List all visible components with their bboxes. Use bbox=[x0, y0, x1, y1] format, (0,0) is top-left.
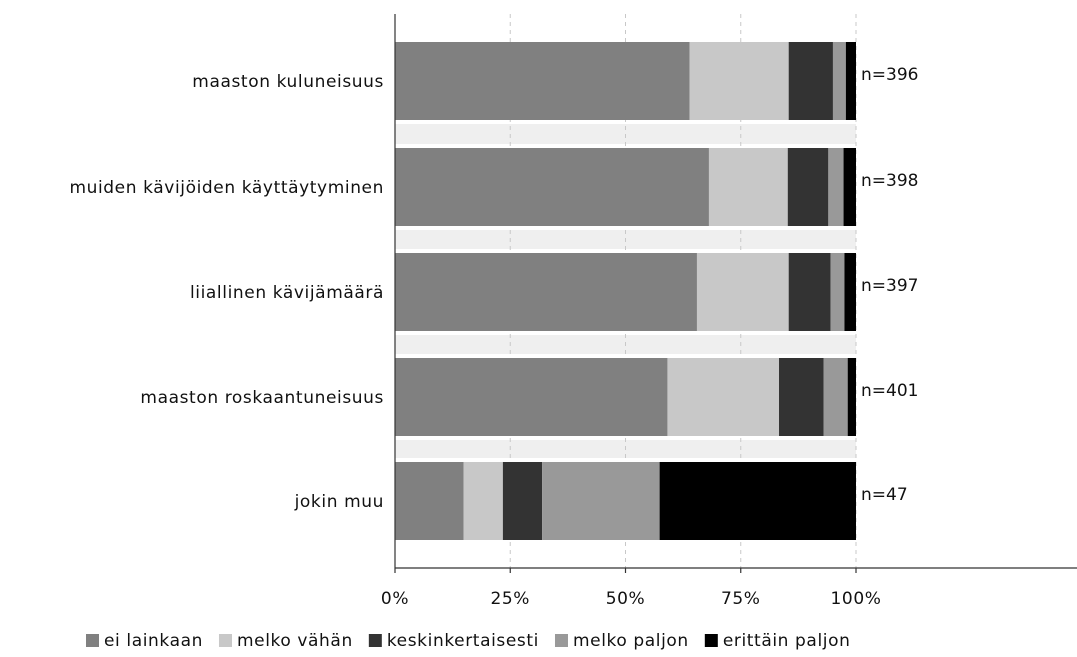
axes bbox=[394, 14, 1077, 573]
x-tick-label: 100% bbox=[830, 589, 881, 609]
bar-segment bbox=[395, 462, 464, 540]
x-tick-label: 50% bbox=[606, 589, 646, 609]
bar-segment bbox=[788, 42, 833, 120]
legend-label: keskinkertaisesti bbox=[387, 631, 539, 651]
bar-segment bbox=[828, 148, 844, 226]
bar-segment bbox=[788, 253, 831, 331]
legend-label: melko vähän bbox=[237, 631, 353, 651]
bar-segment bbox=[542, 462, 660, 540]
category-label: maaston roskaantuneisuus bbox=[140, 388, 384, 408]
n-label: n=47 bbox=[861, 485, 908, 505]
legend-label: melko paljon bbox=[573, 631, 689, 651]
legend-swatch bbox=[704, 634, 718, 647]
bar-segment bbox=[787, 148, 829, 226]
category-label: jokin muu bbox=[294, 492, 384, 512]
bar-segment bbox=[823, 358, 848, 436]
legend: ei lainkaan melko vähän keskinkertaisesti m… bbox=[86, 631, 850, 651]
x-tick-label: 25% bbox=[490, 589, 530, 609]
n-label: n=398 bbox=[861, 171, 918, 191]
legend-label: erittäin paljon bbox=[723, 631, 851, 651]
x-tick-label: 0% bbox=[381, 589, 409, 609]
legend-swatch bbox=[86, 634, 99, 647]
legend-swatch bbox=[218, 634, 232, 647]
n-label: n=401 bbox=[861, 381, 918, 401]
bar-segment bbox=[395, 358, 668, 436]
bar-segment bbox=[395, 148, 709, 226]
bar-segment bbox=[843, 148, 856, 226]
bar-segment bbox=[689, 42, 789, 120]
category-labels: maaston kuluneisuus muiden kävijöiden käy… bbox=[69, 72, 384, 512]
bar-segment bbox=[830, 253, 845, 331]
legend-label: ei lainkaan bbox=[104, 631, 203, 651]
bar-segment bbox=[779, 358, 824, 436]
x-tick-label: 75% bbox=[721, 589, 761, 609]
legend-swatch bbox=[368, 634, 382, 647]
category-label: muiden kävijöiden käyttäytyminen bbox=[69, 178, 384, 198]
bar-segment bbox=[667, 358, 780, 436]
bar-segment bbox=[832, 42, 846, 120]
bar-segment bbox=[708, 148, 788, 226]
n-label: n=397 bbox=[861, 276, 918, 296]
bar-segment bbox=[395, 253, 697, 331]
bar-segment bbox=[659, 462, 856, 540]
legend-swatch bbox=[554, 634, 568, 647]
bar-segment bbox=[845, 42, 856, 120]
bar-segment bbox=[395, 42, 690, 120]
n-label: n=396 bbox=[861, 65, 918, 85]
bar-segment bbox=[502, 462, 543, 540]
tick-labels: 0% 25% 50% 75% 100% bbox=[381, 589, 881, 609]
bar-segment bbox=[847, 358, 856, 436]
bars bbox=[395, 42, 856, 540]
bar-segment bbox=[463, 462, 503, 540]
bar-segment bbox=[844, 253, 856, 331]
category-label: liiallinen kävijämäärä bbox=[190, 283, 384, 303]
category-label: maaston kuluneisuus bbox=[192, 72, 384, 92]
sample-size-labels: n=396 n=398 n=397 n=401 n=47 bbox=[861, 65, 918, 505]
bar-segment bbox=[696, 253, 789, 331]
